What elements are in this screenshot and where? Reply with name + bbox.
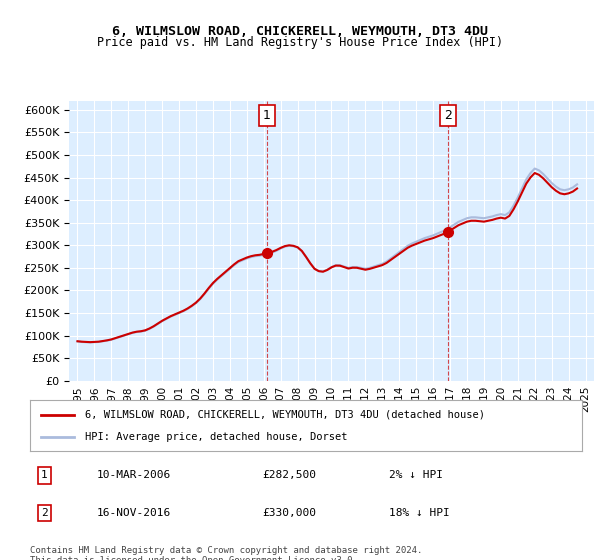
Text: HPI: Average price, detached house, Dorset: HPI: Average price, detached house, Dors… — [85, 432, 348, 442]
Text: £282,500: £282,500 — [262, 470, 316, 480]
Text: 10-MAR-2006: 10-MAR-2006 — [96, 470, 170, 480]
Text: 2% ↓ HPI: 2% ↓ HPI — [389, 470, 443, 480]
Text: 16-NOV-2016: 16-NOV-2016 — [96, 508, 170, 518]
Text: 6, WILMSLOW ROAD, CHICKERELL, WEYMOUTH, DT3 4DU (detached house): 6, WILMSLOW ROAD, CHICKERELL, WEYMOUTH, … — [85, 409, 485, 419]
Text: 2: 2 — [444, 109, 452, 122]
Text: £330,000: £330,000 — [262, 508, 316, 518]
Text: Price paid vs. HM Land Registry's House Price Index (HPI): Price paid vs. HM Land Registry's House … — [97, 36, 503, 49]
Text: 1: 1 — [41, 470, 48, 480]
Text: 18% ↓ HPI: 18% ↓ HPI — [389, 508, 449, 518]
Text: 1: 1 — [263, 109, 271, 122]
Text: 6, WILMSLOW ROAD, CHICKERELL, WEYMOUTH, DT3 4DU: 6, WILMSLOW ROAD, CHICKERELL, WEYMOUTH, … — [112, 25, 488, 38]
Text: 2: 2 — [41, 508, 48, 518]
Text: Contains HM Land Registry data © Crown copyright and database right 2024.
This d: Contains HM Land Registry data © Crown c… — [30, 546, 422, 560]
